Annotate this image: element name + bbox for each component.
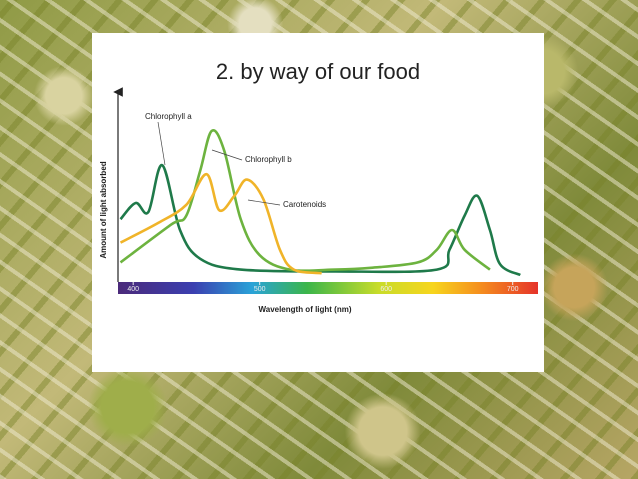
x-axis-label: Wavelength of light (nm) [258, 305, 351, 314]
x-tick-label: 600 [380, 286, 392, 293]
leader-line [247, 199, 281, 206]
x-tick-label: 700 [507, 286, 519, 293]
series-label: Chlorophyll a [145, 112, 192, 121]
spectrum-bar [118, 282, 538, 294]
y-axis-label: Amount of light absorbed [99, 161, 108, 258]
chart-title: 2. by way of our food [216, 59, 420, 84]
leader-line [211, 149, 243, 161]
series-line [119, 163, 521, 277]
x-tick-label: 400 [127, 286, 139, 293]
x-tick-label: 500 [254, 286, 266, 293]
card [92, 33, 544, 372]
series-line [119, 172, 322, 275]
series-label: Chlorophyll b [245, 155, 292, 164]
series-label: Carotenoids [283, 200, 326, 209]
leader-line [157, 121, 166, 166]
